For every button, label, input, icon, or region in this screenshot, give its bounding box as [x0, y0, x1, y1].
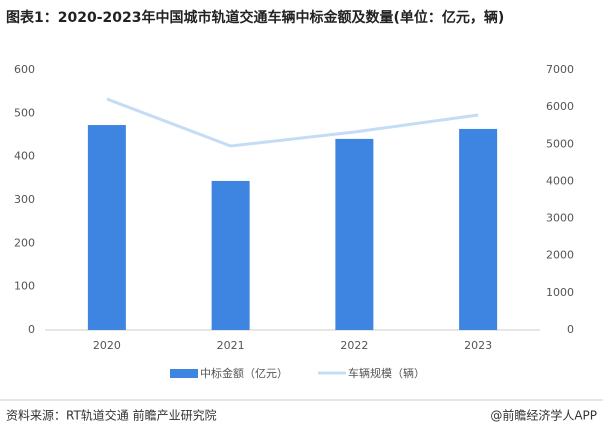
y-tick-label: 600: [14, 63, 35, 76]
legend-label: 中标金额（亿元）: [200, 366, 288, 380]
x-tick-label: 2021: [217, 339, 245, 352]
x-tick-label: 2020: [93, 339, 121, 352]
bar: [87, 125, 126, 331]
y2-tick-label: 5000: [546, 137, 574, 150]
bar: [459, 128, 498, 330]
y2-tick-label: 4000: [546, 174, 574, 187]
y2-tick-label: 1000: [546, 286, 574, 299]
y-tick-label: 500: [14, 106, 35, 119]
y-tick-label: 300: [14, 193, 35, 206]
y2-tick-label: 6000: [546, 100, 574, 113]
source: 资料来源：RT轨道交通 前瞻产业研究院: [6, 408, 217, 423]
y-tick-label: 0: [28, 323, 35, 336]
y-tick-label: 100: [14, 280, 35, 293]
chart-title: 图表1：2020-2023年中国城市轨道交通车辆中标金额及数量(单位：亿元，辆): [6, 9, 504, 26]
x-tick-label: 2023: [464, 339, 492, 352]
x-tick-label: 2022: [340, 339, 368, 352]
bar: [211, 180, 250, 330]
y2-tick-label: 2000: [546, 249, 574, 262]
legend-swatch: [170, 369, 198, 378]
bar: [335, 138, 374, 330]
y-tick-label: 400: [14, 150, 35, 163]
y2-tick-label: 0: [567, 323, 574, 336]
line: [106, 97, 479, 148]
legend-label: 车辆规模（辆）: [348, 366, 425, 380]
y2-tick-label: 3000: [546, 212, 574, 225]
credit: @前瞻经济学人APP: [490, 408, 597, 423]
y2-tick-label: 7000: [546, 63, 574, 76]
y-tick-label: 200: [14, 236, 35, 249]
